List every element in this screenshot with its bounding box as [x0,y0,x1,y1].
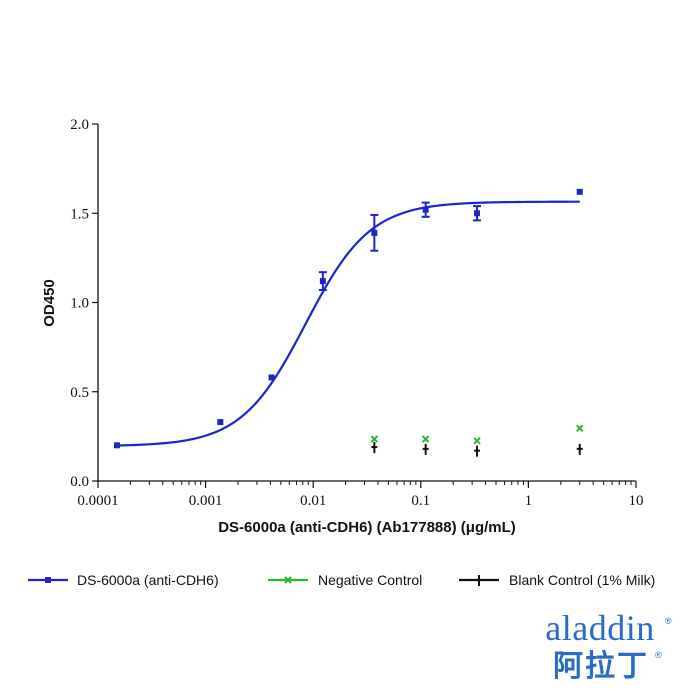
legend-item: DS-6000a (anti-CDH6) [28,572,219,588]
data-point [421,435,430,443]
brand-logo-latin: aladdin [545,608,654,648]
legend-marker [284,576,292,584]
brand-logo-registered-cjk: ® [655,650,662,660]
y-tick-label: 2.0 [70,117,89,133]
data-point [113,442,120,449]
data-point [576,424,584,433]
fit-curve [116,200,580,447]
data-point [268,374,275,381]
data-point [422,206,429,213]
brand-logo: aladdin ® 阿拉丁 ® [545,608,672,684]
data-markers [113,188,584,457]
legend-item: Blank Control (1% Milk) [459,572,655,588]
x-axis-ticks: 0.0001 0.001 0.01 0.1 1 10 [77,481,644,509]
legend-label: Negative Control [318,572,422,588]
x-tick-label: 0.1 [411,493,430,509]
legend-marker [45,577,51,583]
data-point [217,419,224,426]
x-tick-label: 0.001 [189,493,223,509]
data-point [576,188,583,195]
data-point [422,443,429,455]
legend-label: Blank Control (1% Milk) [509,572,655,588]
data-point [319,278,326,285]
x-tick-label: 0.0001 [77,493,118,509]
x-tick-label: 0.01 [300,493,326,509]
y-tick-label: 1.5 [70,206,89,222]
brand-logo-registered: ® [665,616,672,626]
data-point [473,437,481,445]
data-point [474,210,481,217]
x-axis-title: DS-6000a (anti-CDH6) (Ab177888) (μg/mL) [218,519,516,536]
y-tick-label: 0.0 [70,474,89,490]
error-bars [318,201,482,292]
y-axis-ticks: 0.0 0.5 1.0 1.5 2.0 [70,117,98,490]
fit-curves [116,200,580,447]
y-tick-label: 0.5 [70,385,89,401]
y-axis-title: OD450 [41,279,58,327]
x-tick-label: 1 [525,493,533,509]
data-point [370,435,379,443]
data-point [576,443,583,455]
data-point [371,229,378,236]
data-point [371,442,378,454]
brand-logo-cjk: 阿拉丁 [553,649,649,684]
legend: DS-6000a (anti-CDH6) Negative Control Blan… [28,572,655,588]
legend-label: DS-6000a (anti-CDH6) [77,572,219,588]
legend-item: Negative Control [268,572,422,588]
y-tick-label: 1.0 [70,296,89,312]
legend-marker [476,575,482,586]
data-point [474,445,481,457]
x-tick-label: 10 [629,493,644,509]
plot-area: 0.0 0.5 1.0 1.5 2.0 0.0001 0.001 0.01 0.1 1 10 [70,117,643,509]
